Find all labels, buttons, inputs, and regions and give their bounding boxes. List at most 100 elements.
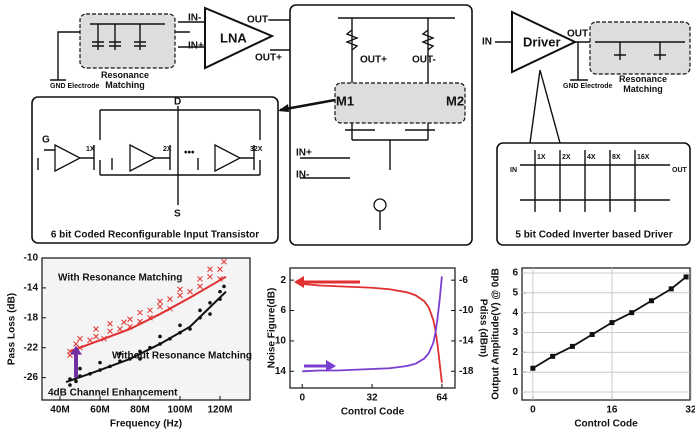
y2-tick-label: -6 [459,275,468,286]
point [570,344,575,349]
x-tick-label: 80M [130,405,149,416]
in-label: IN+ [188,41,204,52]
core-circuit: OUT+ OUT- M1 M2 IN+ IN- [278,5,472,245]
out-label: OUT- [247,15,271,26]
y-tick-label: -14 [24,283,39,294]
y-tick-label: 6 [280,305,286,316]
y-tick-label: 6 [512,268,518,279]
y-tick-label: 5 [512,287,518,298]
charts: 40M 60M 80M 100M 120M -10 -14 -18 -22 -26 Frequenc… [7,253,695,430]
point [530,366,535,371]
point [590,332,595,337]
in-label: IN+ [296,148,312,159]
point [669,286,674,291]
legend-label: With Resonance Matching [58,273,182,284]
driver-section: IN Driver OUT GND Electrode Resonance Ma… [482,12,690,245]
x-tick-label: 16 [606,405,618,416]
plot-area [522,268,690,400]
y2-tick-label: -10 [459,305,474,316]
gnd-label: GND Electrode [563,83,613,90]
transistor-label: M1 [336,93,354,108]
x-axis-label: Control Code [574,419,638,430]
point [78,367,82,371]
y-axis-label: Noise Figure(dB) [267,288,278,369]
y-tick-label: 4 [512,307,518,318]
dots: ••• [184,148,195,159]
point [68,383,72,387]
point [222,285,226,289]
point [74,380,78,384]
size-label: 1X [537,154,546,161]
size-label: 4X [587,154,596,161]
lna-section: GND Electrode Resonance Matching IN- IN+… [50,8,290,94]
y-axis-label: Pass Loss (dB) [7,293,18,365]
x-tick-label: 32 [367,393,379,404]
point [208,301,212,305]
y2-axis-label: Pdiss (dBm) [477,299,488,357]
y-tick-label: -22 [24,342,39,353]
y-tick-label: 1 [512,367,518,378]
in-label: IN- [188,13,201,24]
caption: 5 bit Coded Inverter based Driver [515,230,672,241]
point [158,335,162,339]
driver-label: Driver [523,34,561,49]
x-tick-label: 120M [207,405,232,416]
x-tick-label: 40M [50,405,69,416]
x-tick-label: 0 [299,393,305,404]
x-tick-label: 64 [436,393,448,404]
out-label: OUT+ [360,55,387,66]
size-label: 16X [637,154,650,161]
figure: GND Electrode Resonance Matching IN- IN+… [0,0,695,441]
point [550,354,555,359]
matching-label: Resonance Matching [608,74,678,98]
x-axis-label: Frequency (Hz) [110,419,182,430]
out-label: OUT [672,167,688,174]
terminal-label: D [174,97,181,108]
terminal-label: S [174,209,181,220]
terminal-label: G [42,135,50,146]
out-label: OUT- [412,55,436,66]
x-tick-label: 32 [685,405,695,416]
matching-label: Resonance Matching [90,70,160,94]
point [649,298,654,303]
y-axis-label: Output Amplitude(V) @ 0dB [491,268,502,400]
lna-label: LNA [220,30,247,45]
point [218,290,222,294]
size-label: 1X [86,146,95,153]
x-tick-label: 0 [530,405,536,416]
in-label: IN- [296,170,309,181]
y-tick-label: -10 [24,253,39,264]
size-label: 8X [612,154,621,161]
input-transistor: ••• D G S 1X 2X 32X 6 bit Coded Reconfig… [32,97,278,243]
size-label: 2X [562,154,571,161]
transistor-label: M2 [446,93,464,108]
point [98,361,102,365]
point [629,310,634,315]
size-label: 2X [163,146,172,153]
point [178,323,182,327]
annotation: 4dB Channel Enhancement [48,388,178,399]
x-tick-label: 60M [90,405,109,416]
y2-tick-label: -18 [459,366,474,377]
legend-label: Without Resonance Matching [112,351,252,362]
out-label: OUT+ [255,53,282,64]
x-axis-label: Control Code [341,407,405,418]
y-tick-label: 3 [512,327,518,338]
in-label: IN [510,167,517,174]
y-tick-label: 2 [512,347,518,358]
matching-text: Resonance Matching [90,70,160,90]
caption: 6 bit Coded Reconfigurable Input Transis… [51,230,259,241]
point [609,320,614,325]
y2-tick-label: -14 [459,336,474,347]
y-tick-label: -26 [24,372,39,383]
point [198,309,202,313]
in-label: IN [482,37,492,48]
x-tick-label: 100M [167,405,192,416]
matching-text: Resonance Matching [608,74,678,94]
out-label: OUT [567,29,588,40]
y-tick-label: 0 [512,387,518,398]
point [208,312,212,316]
y-tick-label: -18 [24,312,39,323]
y-tick-label: 2 [280,275,286,286]
point [684,274,689,279]
